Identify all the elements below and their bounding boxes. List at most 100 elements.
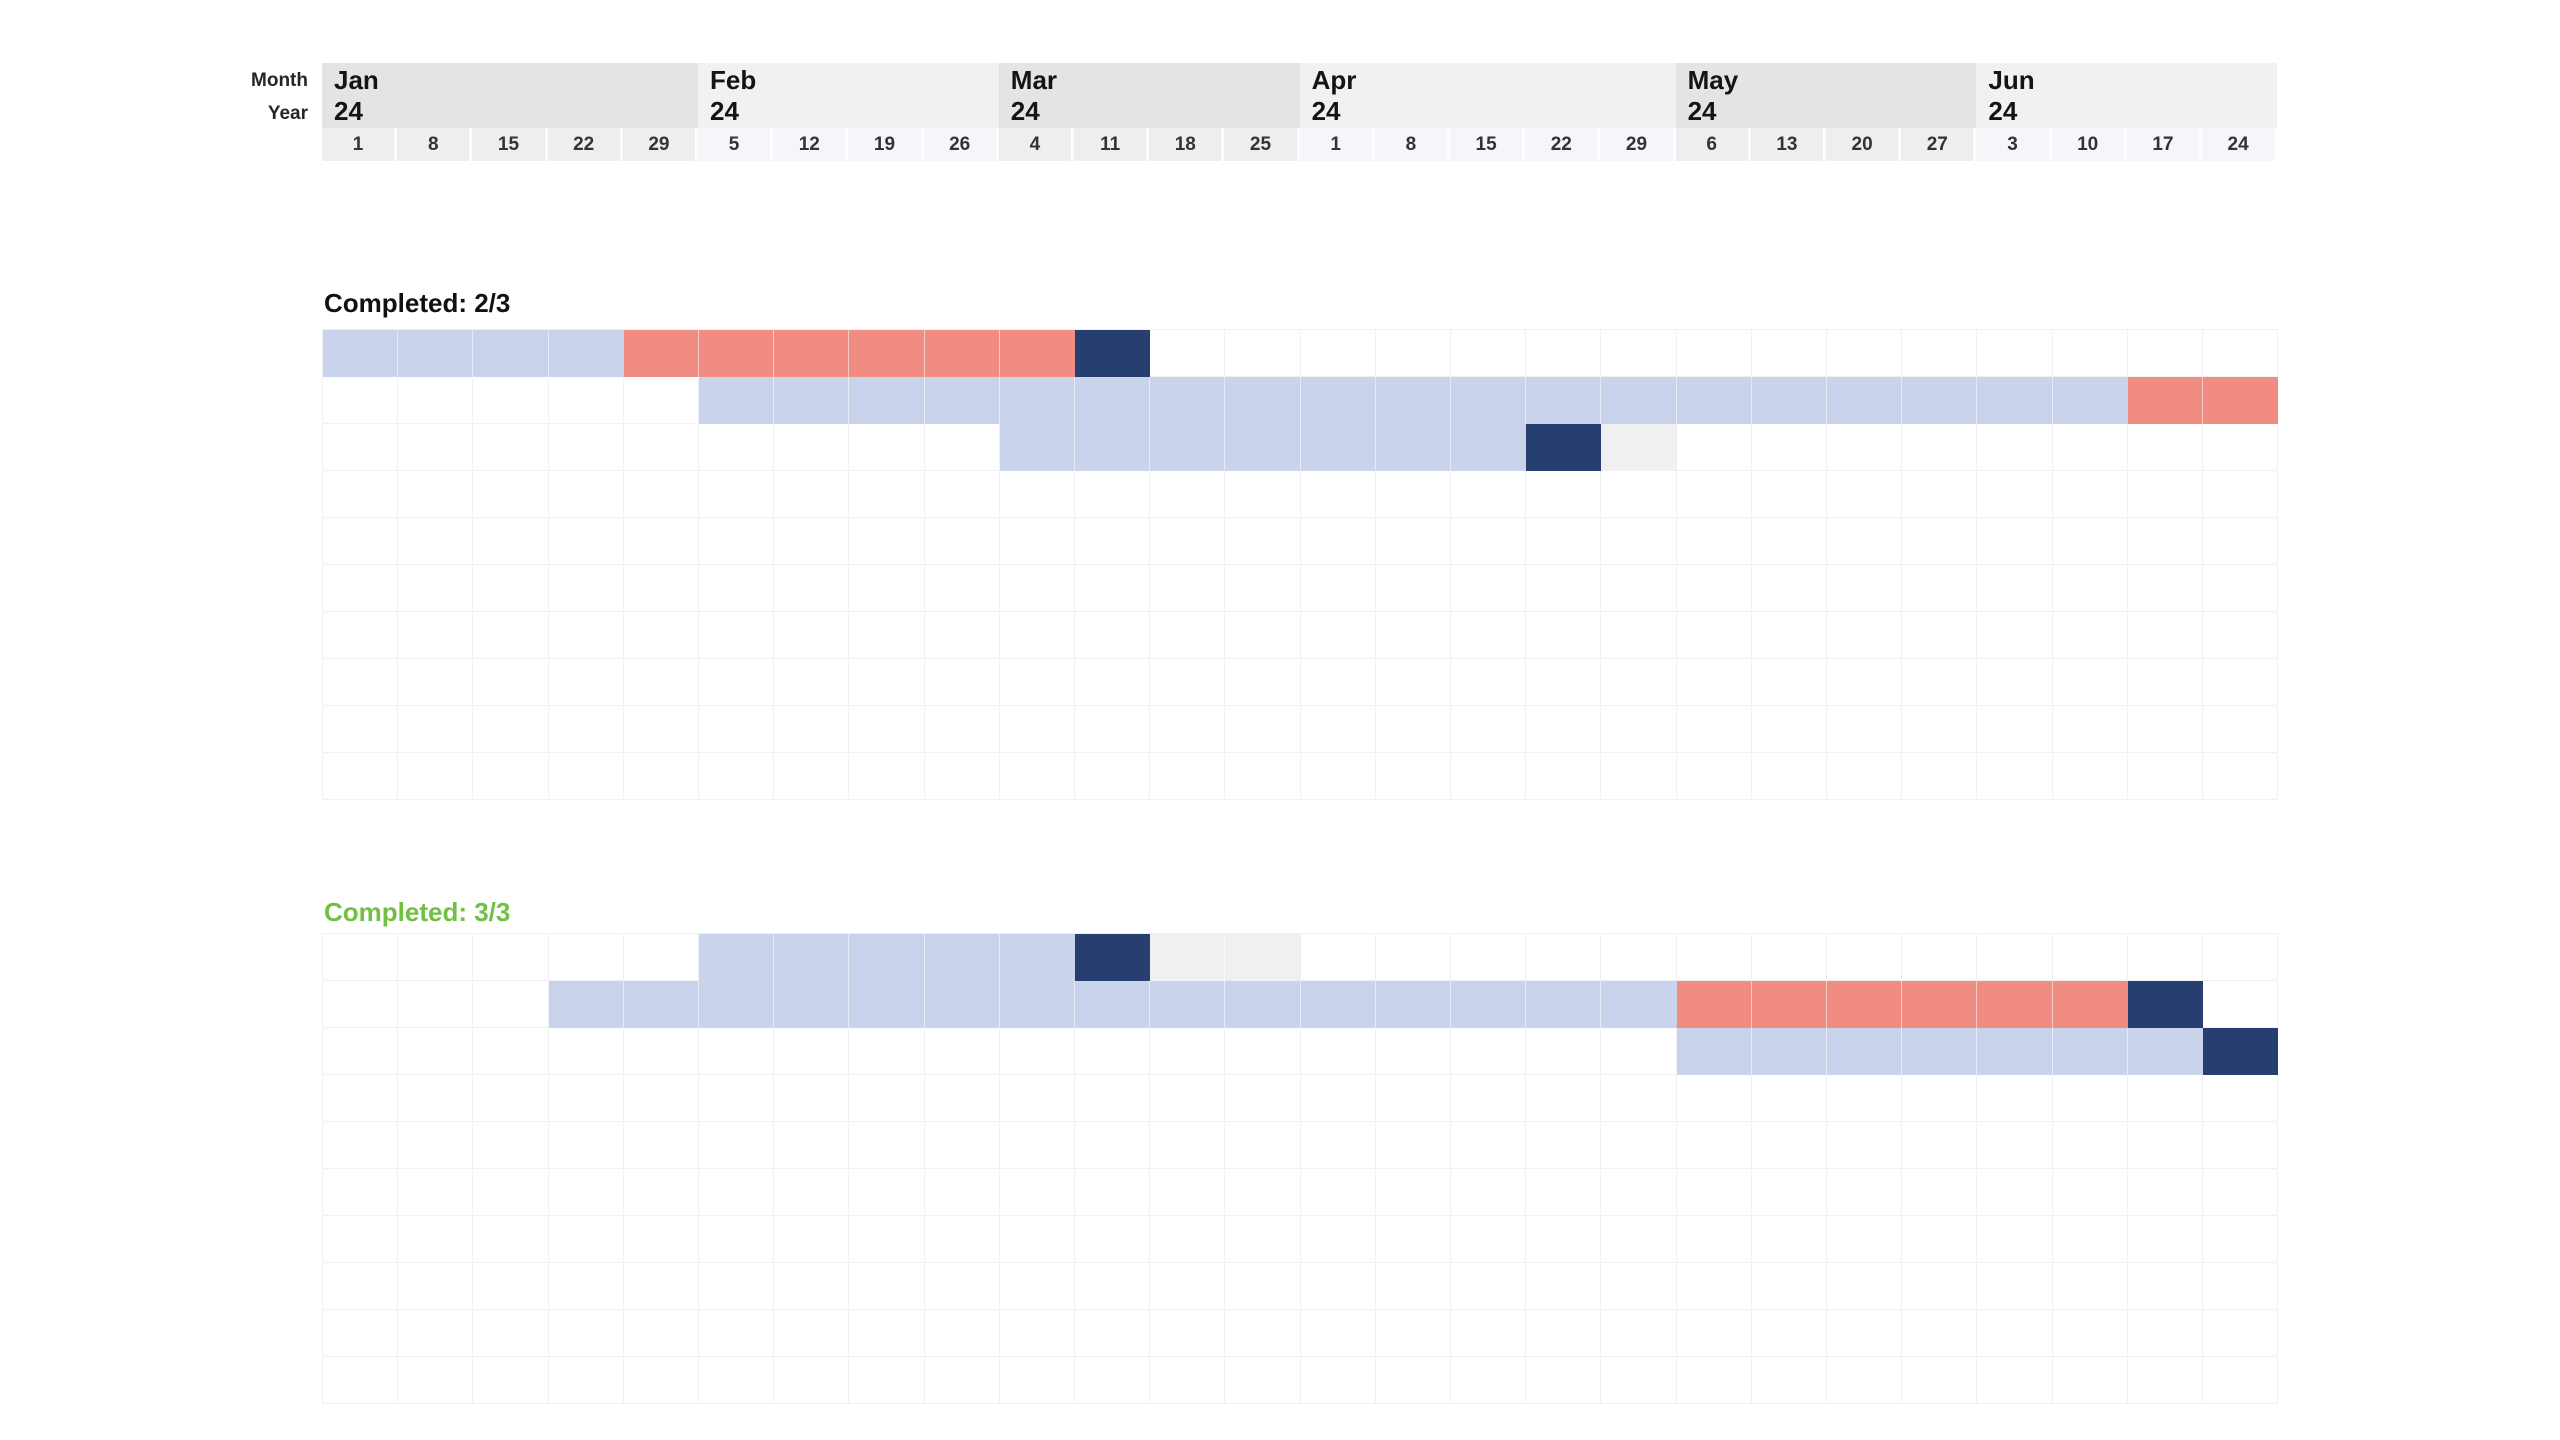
gantt-bar-cell-blue[interactable] — [2052, 377, 2128, 424]
grid-cell — [1601, 934, 1677, 981]
gantt-bar-cell-salmon[interactable] — [1902, 981, 1978, 1028]
gantt-bar-cell-gray[interactable] — [1150, 934, 1226, 981]
gantt-bar-cell-salmon[interactable] — [849, 330, 925, 377]
gantt-bar-cell-salmon[interactable] — [1676, 981, 1752, 1028]
gantt-bar-cell-blue[interactable] — [323, 330, 399, 377]
gantt-bar-cell-blue[interactable] — [1300, 981, 1376, 1028]
gantt-bar-cell-blue[interactable] — [1751, 1028, 1827, 1075]
gantt-bar-cell-blue[interactable] — [1977, 377, 2053, 424]
gantt-bar-cell-blue[interactable] — [1827, 1028, 1903, 1075]
gantt-bar-cell-salmon[interactable] — [1827, 981, 1903, 1028]
gantt-bar-cell-navy[interactable] — [2203, 1028, 2279, 1075]
gantt-bar-cell-blue[interactable] — [999, 377, 1075, 424]
gantt-bar-cell-blue[interactable] — [1375, 981, 1451, 1028]
gantt-bar-cell-blue[interactable] — [1375, 377, 1451, 424]
gantt-bar-cell-salmon[interactable] — [999, 330, 1075, 377]
gantt-bar-cell-salmon[interactable] — [1977, 981, 2053, 1028]
gantt-bar-cell-blue[interactable] — [1150, 981, 1226, 1028]
gantt-bar-cell-blue[interactable] — [1451, 424, 1527, 471]
gantt-bar-cell-salmon[interactable] — [2052, 981, 2128, 1028]
grid-cell — [548, 565, 624, 612]
gantt-bar-cell-blue[interactable] — [1225, 377, 1301, 424]
gantt-bar-cell-blue[interactable] — [1300, 424, 1376, 471]
gantt-bar-cell-navy[interactable] — [1075, 934, 1151, 981]
grid-cell — [398, 1357, 474, 1404]
gantt-bar-cell-blue[interactable] — [1225, 424, 1301, 471]
gantt-bar-cell-blue[interactable] — [699, 377, 775, 424]
grid-cell — [398, 377, 474, 424]
gantt-bar-cell-blue[interactable] — [1075, 981, 1151, 1028]
gantt-bar-cell-blue[interactable] — [1827, 377, 1903, 424]
grid-cell — [1902, 1216, 1978, 1263]
gantt-bar-cell-blue[interactable] — [924, 981, 1000, 1028]
gantt-bar-cell-blue[interactable] — [1601, 981, 1677, 1028]
gantt-bar-cell-blue[interactable] — [1300, 377, 1376, 424]
gantt-bar-cell-blue[interactable] — [849, 377, 925, 424]
gantt-bar-cell-blue[interactable] — [1150, 377, 1226, 424]
grid-cell — [623, 471, 699, 518]
grid-cell — [623, 753, 699, 800]
gantt-bar-cell-blue[interactable] — [1075, 424, 1151, 471]
gantt-bar-cell-navy[interactable] — [1526, 424, 1602, 471]
gantt-bar-cell-blue[interactable] — [699, 934, 775, 981]
gantt-bar-cell-blue[interactable] — [1150, 424, 1226, 471]
gantt-bar-cell-blue[interactable] — [2052, 1028, 2128, 1075]
grid-cell — [473, 1122, 549, 1169]
gantt-bar-cell-blue[interactable] — [774, 981, 850, 1028]
gantt-bar-cell-blue[interactable] — [1676, 1028, 1752, 1075]
grid-cell — [623, 612, 699, 659]
grid-cell — [548, 1028, 624, 1075]
gantt-bar-cell-blue[interactable] — [774, 377, 850, 424]
gantt-bar-cell-salmon[interactable] — [1751, 981, 1827, 1028]
gantt-bar-cell-salmon[interactable] — [2127, 377, 2203, 424]
week-start-cell: 8 — [1374, 128, 1450, 161]
gantt-bar-cell-blue[interactable] — [1225, 981, 1301, 1028]
gantt-bar-cell-blue[interactable] — [849, 934, 925, 981]
gantt-bar-cell-blue[interactable] — [999, 934, 1075, 981]
gantt-bar-cell-blue[interactable] — [1601, 377, 1677, 424]
gantt-bar-cell-blue[interactable] — [473, 330, 549, 377]
gantt-bar-cell-blue[interactable] — [999, 981, 1075, 1028]
gantt-bar-cell-blue[interactable] — [924, 377, 1000, 424]
gantt-bar-cell-blue[interactable] — [1375, 424, 1451, 471]
gantt-bar-cell-salmon[interactable] — [924, 330, 1000, 377]
gantt-bar-cell-gray[interactable] — [1601, 424, 1677, 471]
gantt-bar-cell-blue[interactable] — [924, 934, 1000, 981]
gantt-bar-cell-blue[interactable] — [623, 981, 699, 1028]
gantt-bar-cell-navy[interactable] — [1075, 330, 1151, 377]
gantt-bar-cell-blue[interactable] — [1451, 981, 1527, 1028]
gantt-bar-cell-blue[interactable] — [1977, 1028, 2053, 1075]
gantt-bar-cell-blue[interactable] — [999, 424, 1075, 471]
grid-cell — [924, 565, 1000, 612]
gantt-bar-cell-blue[interactable] — [1902, 1028, 1978, 1075]
gantt-bar-cell-salmon[interactable] — [623, 330, 699, 377]
gantt-bar-cell-blue[interactable] — [2127, 1028, 2203, 1075]
grid-cell — [398, 1075, 474, 1122]
gantt-bar-cell-blue[interactable] — [1451, 377, 1527, 424]
gantt-bar-cell-blue[interactable] — [1676, 377, 1752, 424]
gantt-bar-cell-blue[interactable] — [1526, 981, 1602, 1028]
gantt-bar-cell-blue[interactable] — [1075, 377, 1151, 424]
gantt-bar-cell-gray[interactable] — [1225, 934, 1301, 981]
gantt-bar-cell-blue[interactable] — [774, 934, 850, 981]
gantt-bar-cell-salmon[interactable] — [699, 330, 775, 377]
gantt-bar-cell-blue[interactable] — [1526, 377, 1602, 424]
grid-cell — [1827, 330, 1903, 377]
gantt-bar-cell-blue[interactable] — [699, 981, 775, 1028]
gantt-bar-cell-navy[interactable] — [2127, 981, 2203, 1028]
gantt-bar-cell-blue[interactable] — [1902, 377, 1978, 424]
gantt-bar-cell-salmon[interactable] — [774, 330, 850, 377]
gantt-bar-cell-blue[interactable] — [849, 981, 925, 1028]
gantt-bar-cell-blue[interactable] — [398, 330, 474, 377]
gantt-bar-cell-blue[interactable] — [548, 330, 624, 377]
grid-cell — [1451, 612, 1527, 659]
grid-cell — [1977, 565, 2053, 612]
grid-cell — [1751, 753, 1827, 800]
gantt-bar-cell-salmon[interactable] — [2203, 377, 2279, 424]
week-start-cell: 20 — [1826, 128, 1902, 161]
gantt-bar-cell-blue[interactable] — [1751, 377, 1827, 424]
gantt-bar-cell-blue[interactable] — [548, 981, 624, 1028]
grid-cell — [1300, 518, 1376, 565]
grid-cell — [849, 706, 925, 753]
grid-cell — [2127, 934, 2203, 981]
